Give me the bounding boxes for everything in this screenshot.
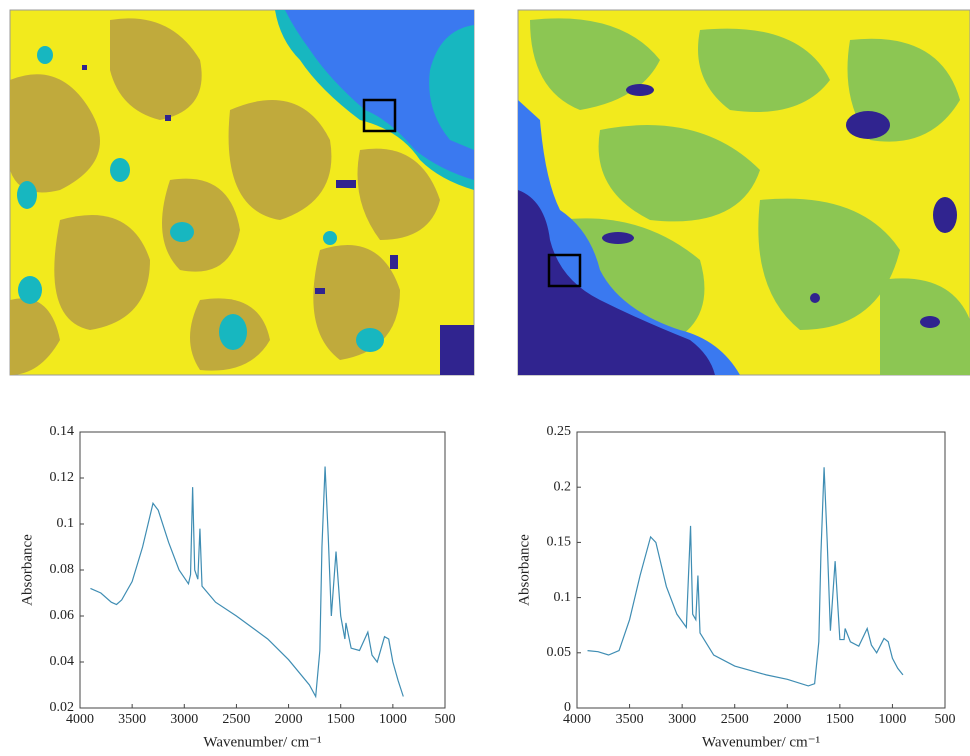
map-dark-region: [518, 190, 715, 375]
cluster-map-left: [9, 9, 475, 376]
y-tick-label: 0.04: [50, 654, 75, 669]
x-tick-label: 500: [435, 712, 456, 727]
y-tick-label: 0.25: [547, 424, 572, 439]
y-tick-label: 0.1: [554, 590, 572, 605]
y-tick-label: 0.2: [554, 479, 572, 494]
spectrum-line: [587, 467, 904, 687]
y-tick-label: 0.14: [50, 424, 75, 439]
x-tick-label: 2000: [275, 712, 303, 727]
y-tick-label: 0.02: [50, 700, 75, 715]
x-axis-label: Wavenumber/ cm⁻¹: [702, 734, 820, 750]
map-roi-box: [362, 98, 397, 133]
map-dark-spots: [602, 84, 957, 328]
map-roi-box: [547, 253, 582, 288]
line-chart: 0 0.05 0.1 0.15 0.2 0.25 4000 3500 3000 2500 2000 1…: [516, 424, 955, 750]
x-tick-label: 1000: [379, 712, 407, 727]
x-tick-label: 4000: [563, 712, 591, 727]
x-tick-label: 500: [935, 712, 956, 727]
x-tick-label: 2000: [773, 712, 801, 727]
y-axis-label: Absorbance: [516, 534, 532, 606]
cluster-map-right: [517, 9, 970, 376]
y-tick-label: 0.12: [50, 470, 75, 485]
spectrum-line: [90, 466, 404, 699]
x-tick-label: 2500: [721, 712, 749, 727]
map-olive-regions: [10, 18, 440, 375]
x-tick-label: 1500: [327, 712, 355, 727]
map-dark-spots: [82, 65, 474, 375]
map-teal-spots: [17, 46, 384, 352]
x-tick-label: 3000: [668, 712, 696, 727]
plot-frame: [576, 431, 946, 709]
y-tick-label: 0: [564, 700, 571, 715]
y-tick-label: 0.05: [547, 645, 572, 660]
y-tick-label: 0.15: [547, 535, 572, 550]
x-tick-label: 4000: [66, 712, 94, 727]
x-tick-label: 1500: [826, 712, 854, 727]
x-tick-label: 3000: [170, 712, 198, 727]
x-axis-label: Wavenumber/ cm⁻¹: [203, 734, 321, 750]
y-tick-label: 0.1: [57, 516, 75, 531]
line-chart: 0.02 0.04 0.06 0.08 0.1 0.12 0.14 4000 3500 3000 2…: [19, 424, 455, 750]
x-tick-label: 2500: [222, 712, 250, 727]
y-tick-label: 0.06: [50, 608, 75, 623]
x-tick-label: 1000: [878, 712, 906, 727]
map-blue-region: [285, 10, 474, 180]
y-axis-label: Absorbance: [19, 534, 35, 606]
x-tick-label: 3500: [616, 712, 644, 727]
x-tick-label: 3500: [118, 712, 146, 727]
map-green-regions: [530, 18, 970, 375]
y-tick-label: 0.08: [50, 562, 75, 577]
plot-frame: [79, 431, 446, 709]
